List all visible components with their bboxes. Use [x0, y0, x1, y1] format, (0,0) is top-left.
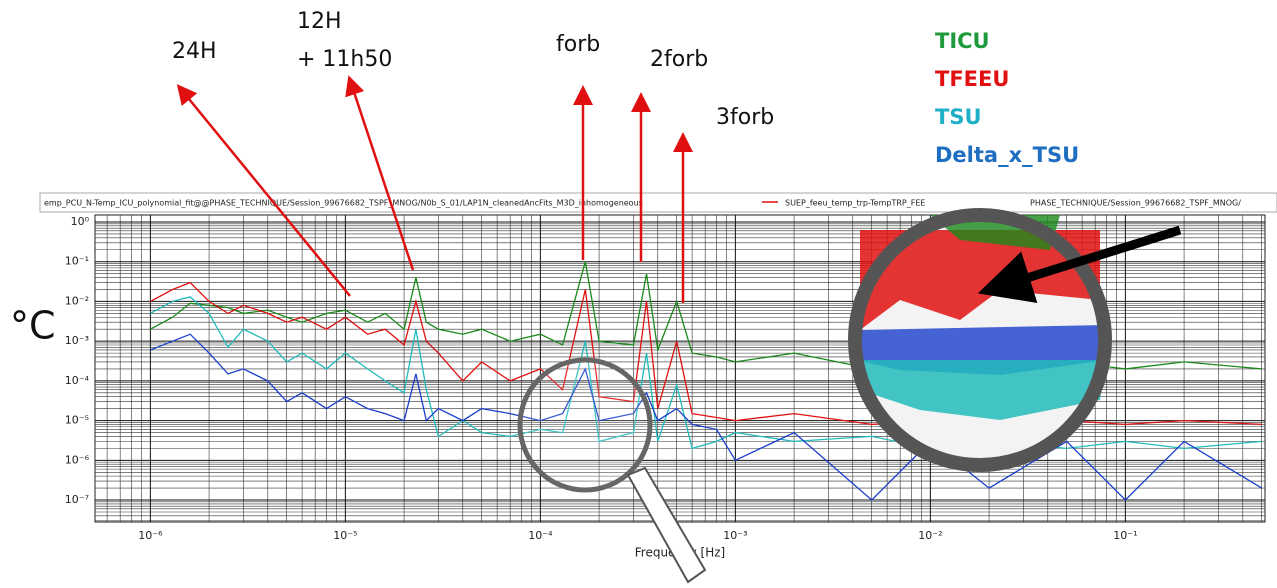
legend-strip-label: SUEP_feeu_temp_trp-TempTRP_FEE	[785, 199, 925, 208]
legend-entry: TSU	[935, 105, 982, 129]
legend-strip-label: emp_PCU_N-Temp_ICU_polynomial_fit@@PHASE…	[44, 199, 643, 208]
x-tick-label: 10⁻³	[723, 529, 747, 542]
x-tick-label: 10⁻²	[918, 529, 942, 542]
legend-entry: TFEEU	[935, 67, 1009, 91]
y-tick-label: 10⁻⁷	[65, 493, 89, 506]
y-tick-label: 10⁻³	[65, 334, 89, 347]
y-tick-label: 10⁰	[71, 215, 90, 228]
y-tick-label: 10⁻⁶	[65, 453, 90, 466]
y-axis-label: °C	[10, 304, 56, 348]
x-tick-label: 10⁻⁴	[528, 529, 553, 542]
legend-entry: Delta_x_TSU	[935, 143, 1079, 167]
x-tick-label: 10⁻¹	[1113, 529, 1137, 542]
x-tick-label: 10⁻⁵	[333, 529, 357, 542]
legend-strip-label: PHASE_TECHNIQUE/Session_99676682_TSPF_MN…	[1030, 199, 1241, 208]
annotation: 2forb	[650, 47, 708, 72]
annotation: 24H	[172, 39, 217, 64]
chart: °C Frequency [Hz] emp_PCU_N-Temp_ICU_pol…	[0, 0, 1277, 588]
annotation: + 11h50	[297, 47, 392, 72]
y-tick-label: 10⁻⁴	[65, 374, 90, 387]
annotation: 3forb	[716, 105, 774, 130]
y-tick-label: 10⁻⁵	[65, 414, 89, 427]
y-tick-label: 10⁻²	[65, 294, 89, 307]
x-tick-label: 10⁻⁶	[138, 529, 163, 542]
magnifier-lens	[520, 360, 650, 490]
legend-entry: TICU	[935, 29, 990, 53]
annotation: 12H	[297, 9, 342, 34]
y-tick-label: 10⁻¹	[65, 255, 89, 268]
annotation: forb	[556, 32, 600, 57]
